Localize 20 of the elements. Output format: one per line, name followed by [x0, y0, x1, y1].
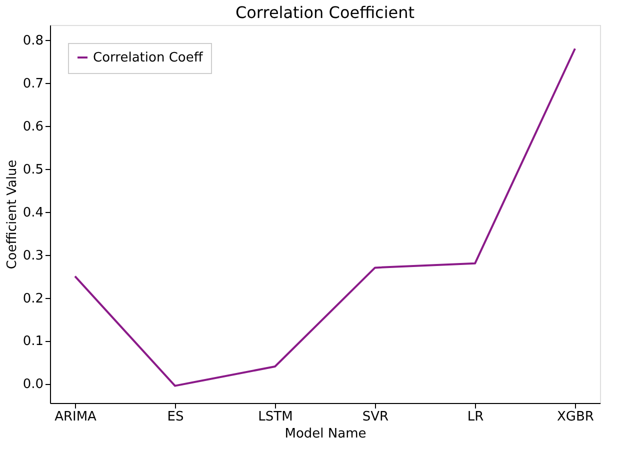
x-axis-title: Model Name: [284, 426, 366, 442]
y-axis-title: Coefficient Value: [4, 160, 20, 270]
x-tick-label: SVR: [362, 410, 389, 424]
y-tick-label: 0.5: [22, 162, 44, 178]
x-tick-label: LR: [467, 410, 484, 424]
x-tick-label: ARIMA: [54, 410, 97, 424]
y-tick-label: 0.7: [22, 76, 44, 92]
legend-label: Correlation Coeff: [93, 50, 204, 66]
y-tick-label: 0.4: [22, 205, 44, 220]
chart-title: Correlation Coefficient: [235, 3, 415, 22]
y-tick-label: 0.3: [22, 248, 44, 264]
x-tick-label: ES: [167, 410, 184, 424]
y-tick-label: 0.1: [22, 334, 44, 350]
line-series: [74, 48, 576, 387]
y-tick-label: 0.2: [22, 291, 44, 306]
y-tick-label: 0.8: [22, 34, 44, 49]
y-tick-label: 0.6: [22, 119, 44, 134]
x-tick-label: LSTM: [258, 410, 293, 424]
y-tick-label: 0.0: [22, 377, 44, 392]
x-tick-label: XGBR: [557, 410, 594, 424]
